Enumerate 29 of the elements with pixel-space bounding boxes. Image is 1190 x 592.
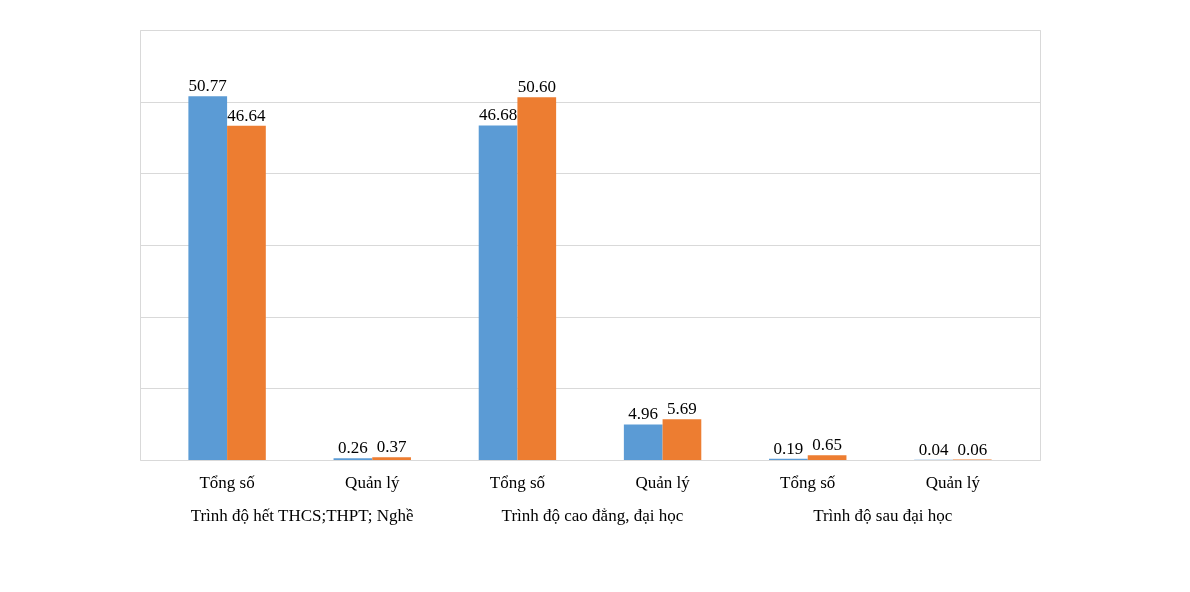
bar — [807, 455, 847, 460]
data-label: 0.37 — [376, 437, 407, 457]
x-tick-label: Tổng số — [199, 472, 256, 492]
data-label: 0.06 — [957, 439, 988, 459]
data-label: 0.65 — [812, 435, 842, 455]
data-label: 0.26 — [338, 438, 368, 458]
bar — [188, 96, 228, 460]
x-tick-label: Tổng số — [489, 472, 546, 492]
text: Trình độ sau đại học — [813, 506, 953, 525]
data-label: 5.69 — [667, 399, 697, 419]
bar — [517, 97, 557, 460]
data-label: 4.96 — [628, 404, 659, 424]
data-label: 50.77 — [188, 76, 228, 96]
text: Trình độ cao đẳng, đại học — [501, 506, 684, 525]
data-label: 46.68 — [478, 105, 518, 125]
x-tick-label: Quản lý — [925, 472, 981, 492]
data-label: 50.60 — [517, 77, 556, 97]
bar — [372, 457, 411, 460]
x-tick-label: Quản lý — [635, 472, 691, 492]
bar — [662, 419, 702, 460]
data-label: 0.19 — [773, 438, 804, 458]
bar — [227, 125, 266, 460]
data-label: 46.64 — [227, 105, 267, 125]
x-tick-label: Tổng số — [780, 472, 836, 492]
bar — [623, 424, 663, 460]
bar — [478, 125, 518, 460]
x-tick-label: Quản lý — [345, 472, 400, 492]
data-label: 0.04 — [918, 439, 949, 459]
text: Trình độ hết THCS;THPT; Nghề — [190, 506, 414, 525]
